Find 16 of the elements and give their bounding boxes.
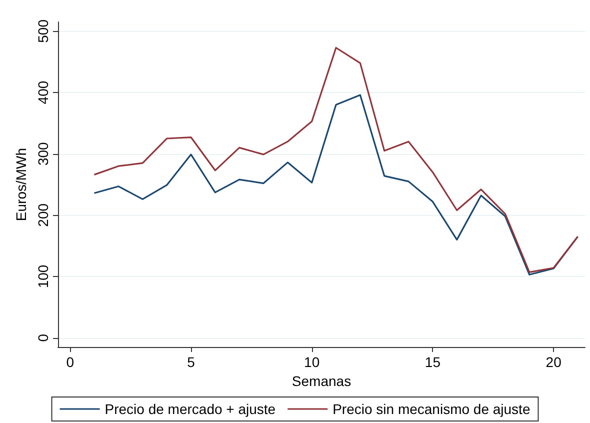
line-series [93,46,579,273]
x-tick-label: 20 [546,354,562,370]
legend-label: Precio de mercado + ajuste [104,401,276,417]
y-tick-label: 400 [35,80,51,104]
y-tick-label: 200 [35,203,51,227]
y-tick-label: 500 [35,19,51,43]
y-tick-label: 100 [35,264,51,288]
legend-label: Precio sin mecanismo de ajuste [332,401,530,417]
y-axis-title: Euros/MWh [13,148,29,222]
y-tick-label: 300 [35,142,51,166]
x-tick-label: 15 [424,354,441,370]
y-tick-label: 0 [35,334,51,342]
x-axis-title: Semanas [292,372,352,389]
x-tick-label: 5 [187,354,196,370]
x-tick-label: 10 [304,354,320,370]
x-tick-label: 0 [66,354,74,370]
